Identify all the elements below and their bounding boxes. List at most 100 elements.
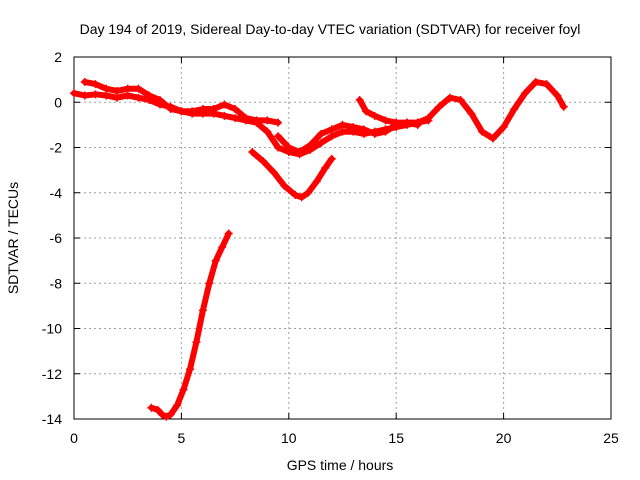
data-point: [173, 401, 182, 410]
data-point: [284, 143, 293, 152]
chart-title: Day 194 of 2019, Sidereal Day-to-day VTE…: [80, 21, 581, 37]
x-tick-label: 10: [281, 430, 297, 446]
data-point: [147, 403, 156, 412]
data-point: [559, 102, 568, 111]
data-point: [123, 84, 132, 93]
data-point: [198, 105, 207, 114]
data-point: [123, 91, 132, 100]
data-point: [263, 127, 272, 136]
series-upper-branch: [355, 95, 422, 129]
data-point: [218, 243, 227, 252]
data-point: [224, 229, 233, 238]
data-point: [274, 118, 283, 127]
data-point: [424, 116, 433, 125]
y-tick-label: -10: [42, 321, 62, 337]
series-main-track: [70, 77, 568, 159]
data-point: [248, 148, 257, 157]
data-point: [435, 102, 444, 111]
data-point: [370, 111, 379, 120]
data-point: [338, 120, 347, 129]
data-point: [531, 77, 540, 86]
series-line: [356, 97, 421, 128]
data-point: [241, 114, 250, 123]
data-point: [274, 143, 283, 152]
data-point: [177, 107, 186, 116]
data-point: [263, 116, 272, 125]
data-point: [349, 123, 358, 132]
data-point: [274, 132, 283, 141]
data-point: [112, 86, 121, 95]
data-point: [134, 84, 143, 93]
y-tick-label: -12: [42, 366, 62, 382]
grid: [74, 57, 611, 419]
series-dip-track: [248, 148, 336, 202]
data-point: [304, 188, 313, 197]
x-tick-label: 15: [388, 430, 404, 446]
data-point: [91, 90, 100, 99]
data-point: [269, 168, 278, 177]
data-point: [185, 365, 194, 374]
data-point: [488, 134, 497, 143]
data-point: [158, 410, 167, 419]
data-point: [162, 412, 171, 421]
data-point: [297, 193, 306, 202]
y-axis-label: SDTVAR / TECUs: [5, 182, 21, 294]
data-point: [499, 123, 508, 132]
data-point: [80, 91, 89, 100]
data-point: [317, 138, 326, 147]
y-tick-label: -14: [42, 411, 62, 427]
data-point: [220, 111, 229, 120]
data-point: [211, 256, 220, 265]
data-point: [231, 105, 240, 114]
data-point: [362, 107, 371, 116]
data-point: [467, 109, 476, 118]
x-tick-label: 20: [496, 430, 512, 446]
data-point: [413, 120, 422, 129]
data-point: [145, 91, 154, 100]
data-point: [166, 105, 175, 114]
data-point: [327, 154, 336, 163]
y-tick-label: 2: [54, 49, 62, 65]
x-tick-label: 0: [70, 430, 78, 446]
data-point: [295, 148, 304, 157]
data-point: [91, 80, 100, 89]
data-point: [317, 129, 326, 138]
data-point: [327, 132, 336, 141]
data-point: [521, 89, 530, 98]
data-point: [478, 127, 487, 136]
data-point: [188, 107, 197, 116]
data-layer: [70, 77, 568, 421]
data-point: [220, 100, 229, 109]
data-point: [102, 91, 111, 100]
series-upper-band: [80, 77, 283, 127]
data-point: [280, 181, 289, 190]
y-tick-label: -8: [50, 275, 63, 291]
data-point: [392, 118, 401, 127]
data-point: [370, 129, 379, 138]
data-point: [153, 405, 162, 414]
data-point: [166, 410, 175, 419]
series-line: [249, 149, 335, 201]
data-point: [70, 89, 78, 98]
data-point: [209, 105, 218, 114]
data-point: [355, 95, 364, 104]
data-point: [155, 95, 164, 104]
data-point: [259, 157, 268, 166]
series-steep-track: [147, 229, 233, 421]
data-point: [306, 141, 315, 150]
data-point: [456, 95, 465, 104]
x-axis-label: GPS time / hours: [287, 457, 394, 473]
y-tick-label: -2: [50, 140, 63, 156]
y-tick-label: 0: [54, 94, 62, 110]
data-point: [112, 93, 121, 102]
data-point: [134, 93, 143, 102]
data-point: [381, 116, 390, 125]
data-point: [102, 84, 111, 93]
data-point: [510, 105, 519, 114]
data-point: [381, 127, 390, 136]
data-point: [312, 177, 321, 186]
data-point: [327, 125, 336, 134]
data-point: [205, 279, 214, 288]
